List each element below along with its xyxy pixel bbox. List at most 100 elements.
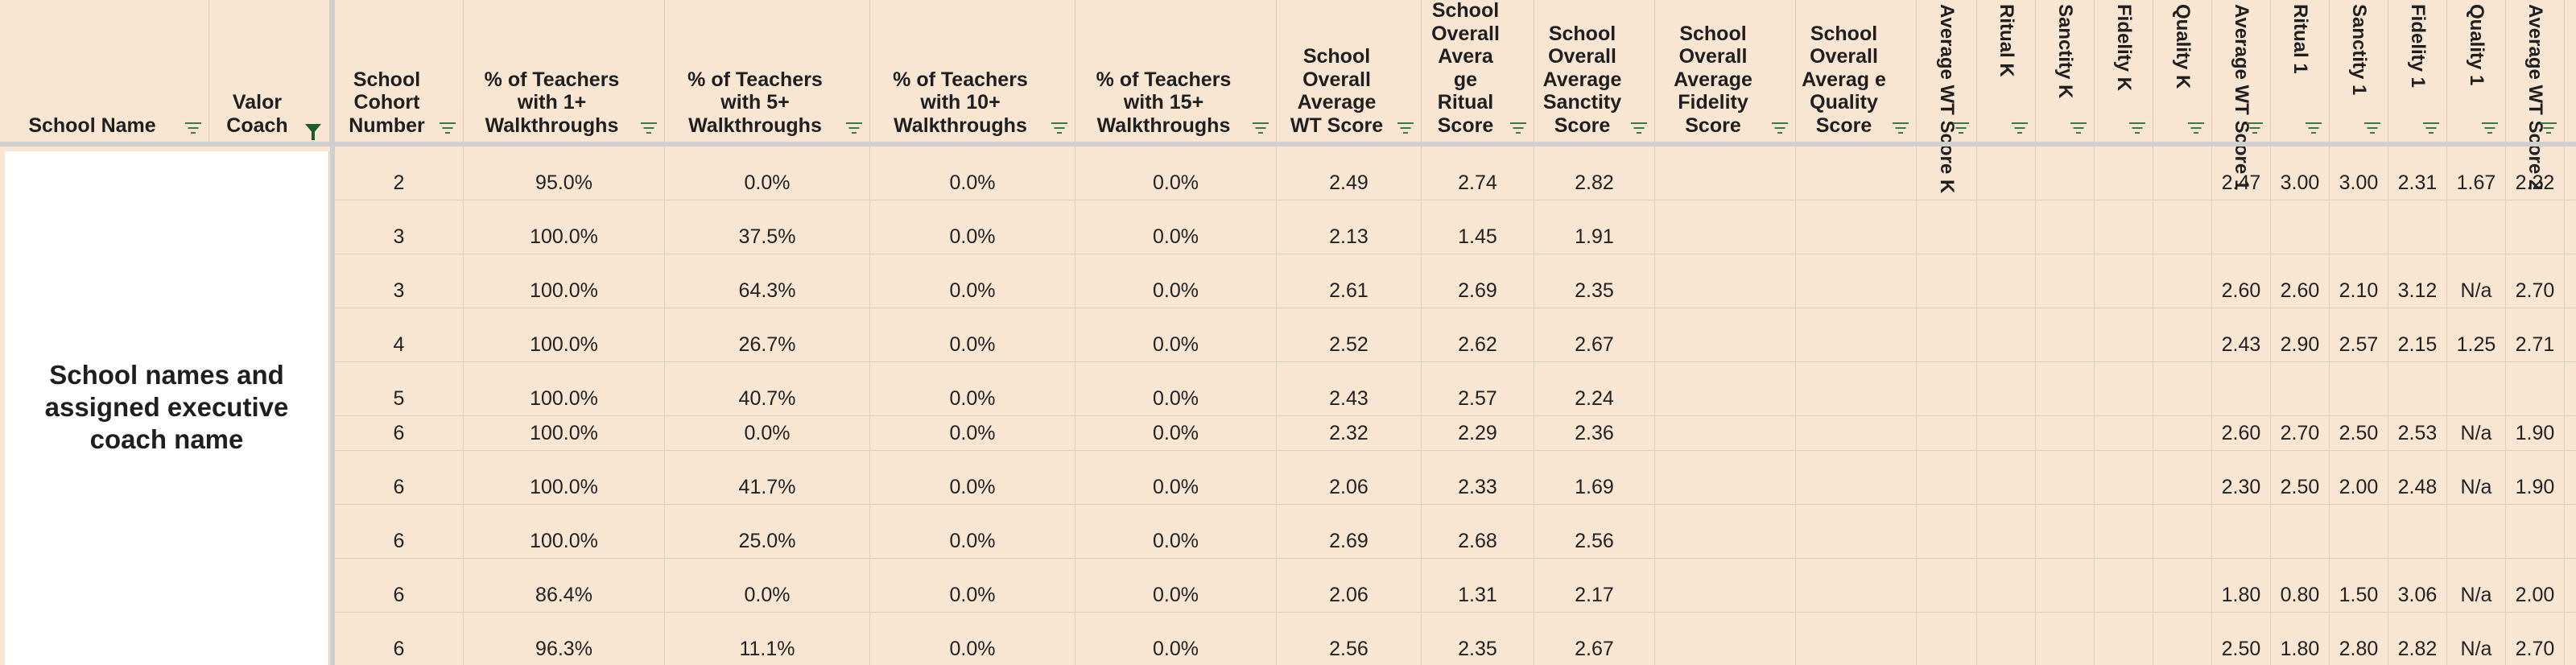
cell-fidk[interactable] xyxy=(2095,451,2153,504)
filter-icon[interactable] xyxy=(2128,122,2146,134)
cell-t10[interactable]: 0.0% xyxy=(870,559,1075,612)
cell-san1[interactable] xyxy=(2330,200,2388,254)
cell-cohort[interactable]: 4 xyxy=(335,308,464,361)
header-wtk[interactable]: Average WT Score K xyxy=(1917,0,1977,193)
header-rit1[interactable]: Ritual 1 xyxy=(2271,0,2330,142)
cell-quality[interactable] xyxy=(1796,147,1917,200)
active-filter-icon[interactable] xyxy=(305,124,321,140)
cell-sanctity[interactable]: 2.36 xyxy=(1534,416,1655,450)
cell-sank[interactable] xyxy=(2036,200,2095,254)
cell-t15[interactable]: 0.0% xyxy=(1075,613,1277,665)
cell-wt[interactable]: 2.06 xyxy=(1277,559,1422,612)
cell-qua1[interactable] xyxy=(2447,200,2506,254)
cell-san1[interactable]: 2.00 xyxy=(2330,451,2388,504)
cell-fidk[interactable] xyxy=(2095,254,2153,308)
cell-sanctity[interactable]: 1.91 xyxy=(1534,200,1655,254)
cell-wt1[interactable]: 2.43 xyxy=(2212,308,2271,361)
cell-san1[interactable]: 2.57 xyxy=(2330,308,2388,361)
cell-rit1[interactable]: 1.80 xyxy=(2271,613,2330,665)
cell-wt2[interactable] xyxy=(2506,362,2565,415)
header-t1[interactable]: % of Teachers with 1+ Walkthroughs xyxy=(464,0,665,142)
cell-san1[interactable]: 3.00 xyxy=(2330,147,2388,200)
filter-icon[interactable] xyxy=(1952,122,1970,134)
cell-ritk[interactable] xyxy=(1977,254,2036,308)
cell-wt[interactable]: 2.69 xyxy=(1277,505,1422,558)
cell-fidk[interactable] xyxy=(2095,308,2153,361)
cell-san1[interactable]: 2.10 xyxy=(2330,254,2388,308)
cell-fid1[interactable] xyxy=(2388,200,2447,254)
filter-icon[interactable] xyxy=(2187,122,2205,134)
header-fidk[interactable]: Fidelity K xyxy=(2095,0,2153,142)
cell-cohort[interactable]: 3 xyxy=(335,200,464,254)
cell-quak[interactable] xyxy=(2153,308,2212,361)
cell-wt1[interactable]: 2.60 xyxy=(2212,254,2271,308)
cell-rit1[interactable]: 2.50 xyxy=(2271,451,2330,504)
filter-icon[interactable] xyxy=(1509,122,1527,134)
cell-quak[interactable] xyxy=(2153,200,2212,254)
filter-icon[interactable] xyxy=(1397,122,1414,134)
cell-wt2[interactable]: 1.90 xyxy=(2506,451,2565,504)
header-fidelity[interactable]: School Overall Average Fidelity Score xyxy=(1655,0,1796,142)
cell-sank[interactable] xyxy=(2036,362,2095,415)
cell-t15[interactable]: 0.0% xyxy=(1075,254,1277,308)
filter-icon[interactable] xyxy=(184,122,202,134)
cell-ritual[interactable]: 1.45 xyxy=(1422,200,1534,254)
filter-icon[interactable] xyxy=(640,122,658,134)
cell-t1[interactable]: 100.0% xyxy=(464,362,665,415)
cell-sanctity[interactable]: 1.69 xyxy=(1534,451,1655,504)
cell-cohort[interactable]: 5 xyxy=(335,362,464,415)
cell-t10[interactable]: 0.0% xyxy=(870,308,1075,361)
cell-t1[interactable]: 100.0% xyxy=(464,254,665,308)
cell-qua1[interactable] xyxy=(2447,362,2506,415)
cell-qua1[interactable]: N/a xyxy=(2447,559,2506,612)
cell-ritual[interactable]: 2.57 xyxy=(1422,362,1534,415)
cell-rit1[interactable]: 2.60 xyxy=(2271,254,2330,308)
cell-t15[interactable]: 0.0% xyxy=(1075,200,1277,254)
header-ritual[interactable]: School Overall Avera ge Ritual Score xyxy=(1422,0,1534,142)
header-coach[interactable]: Valor Coach xyxy=(209,0,330,142)
cell-fidelity[interactable] xyxy=(1655,505,1796,558)
cell-fidelity[interactable] xyxy=(1655,200,1796,254)
cell-fidk[interactable] xyxy=(2095,559,2153,612)
filter-icon[interactable] xyxy=(1771,122,1789,134)
filter-icon[interactable] xyxy=(2070,122,2087,134)
cell-t1[interactable]: 100.0% xyxy=(464,451,665,504)
cell-sank[interactable] xyxy=(2036,559,2095,612)
filter-icon[interactable] xyxy=(845,122,863,134)
cell-ritk[interactable] xyxy=(1977,362,2036,415)
cell-fidelity[interactable] xyxy=(1655,559,1796,612)
cell-quak[interactable] xyxy=(2153,613,2212,665)
cell-t15[interactable]: 0.0% xyxy=(1075,416,1277,450)
cell-wt[interactable]: 2.49 xyxy=(1277,147,1422,200)
cell-wt[interactable]: 2.13 xyxy=(1277,200,1422,254)
cell-wt1[interactable]: 2.47 xyxy=(2212,147,2271,200)
cell-sanctity[interactable]: 2.24 xyxy=(1534,362,1655,415)
cell-wt1[interactable]: 2.50 xyxy=(2212,613,2271,665)
cell-ritual[interactable]: 2.29 xyxy=(1422,416,1534,450)
cell-ritk[interactable] xyxy=(1977,308,2036,361)
cell-sank[interactable] xyxy=(2036,505,2095,558)
cell-ritual[interactable]: 2.69 xyxy=(1422,254,1534,308)
cell-wt2[interactable]: 2.00 xyxy=(2506,559,2565,612)
cell-quak[interactable] xyxy=(2153,559,2212,612)
cell-rit1[interactable]: 0.80 xyxy=(2271,559,2330,612)
cell-wt1[interactable] xyxy=(2212,505,2271,558)
filter-icon[interactable] xyxy=(1630,122,1648,134)
cell-fid1[interactable]: 2.48 xyxy=(2388,451,2447,504)
cell-qua1[interactable]: 1.67 xyxy=(2447,147,2506,200)
cell-wt[interactable]: 2.32 xyxy=(1277,416,1422,450)
cell-rit1[interactable]: 3.00 xyxy=(2271,147,2330,200)
cell-qua1[interactable]: 1.25 xyxy=(2447,308,2506,361)
header-wt[interactable]: School Overall Average WT Score xyxy=(1277,0,1422,142)
header-t10[interactable]: % of Teachers with 10+ Walkthroughs xyxy=(870,0,1075,142)
cell-ritual[interactable]: 2.68 xyxy=(1422,505,1534,558)
cell-ritual[interactable]: 2.62 xyxy=(1422,308,1534,361)
cell-wt2[interactable] xyxy=(2506,200,2565,254)
filter-icon[interactable] xyxy=(2540,122,2557,134)
cell-sanctity[interactable]: 2.67 xyxy=(1534,613,1655,665)
cell-t1[interactable]: 95.0% xyxy=(464,147,665,200)
cell-quality[interactable] xyxy=(1796,254,1917,308)
cell-wt1[interactable] xyxy=(2212,362,2271,415)
cell-qua1[interactable] xyxy=(2447,505,2506,558)
filter-icon[interactable] xyxy=(2363,122,2381,134)
